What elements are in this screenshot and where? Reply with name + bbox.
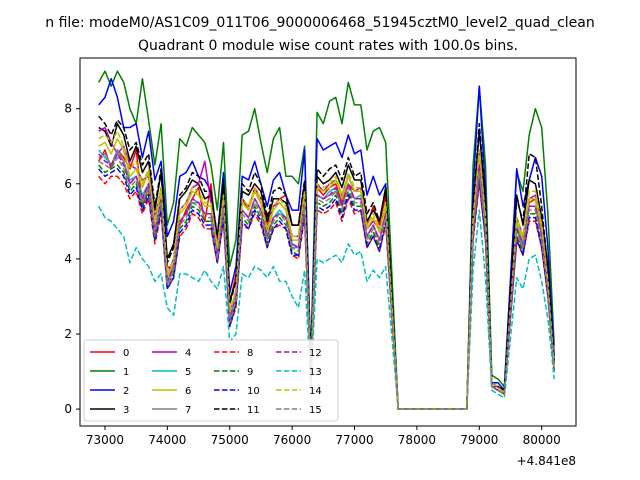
y-axis: 0 2 4 6 8: [64, 102, 80, 416]
y-tick-label: 2: [64, 327, 72, 341]
legend-label-12: 12: [309, 348, 322, 359]
series-line-12: [98, 153, 555, 410]
legend-label-4: 4: [185, 348, 191, 359]
x-tick-label: 78000: [398, 433, 436, 447]
x-axis-offset-label: +4.841e8: [517, 454, 576, 468]
series-line-14: [98, 130, 555, 410]
plot-area: 73000 74000 75000 76000 77000 78000 79000 80000…: [64, 57, 577, 447]
legend-label-13: 13: [309, 367, 322, 378]
x-tick-label: 80000: [523, 433, 561, 447]
series-line-3: [98, 122, 555, 410]
legend-label-15: 15: [309, 405, 322, 416]
x-tick-label: 76000: [273, 433, 311, 447]
series-line-11: [98, 115, 555, 410]
y-tick-label: 4: [64, 252, 72, 266]
x-tick-label: 73000: [86, 433, 124, 447]
chart-title: Quadrant 0 module wise count rates with …: [138, 38, 518, 54]
series-line-15: [98, 156, 555, 410]
x-axis: 73000 74000 75000 76000 77000 78000 79000 80000: [86, 426, 561, 447]
series-layer: [98, 70, 555, 410]
legend-label-6: 6: [185, 386, 191, 397]
figure-suptitle: n file: modeM0/AS1C09_011T06_9000006468_…: [45, 15, 594, 31]
x-tick-label: 77000: [335, 433, 373, 447]
legend-label-0: 0: [123, 348, 129, 359]
legend-label-11: 11: [247, 405, 260, 416]
legend-label-8: 8: [247, 348, 253, 359]
legend-label-5: 5: [185, 367, 191, 378]
y-tick-label: 8: [64, 102, 72, 116]
legend-label-3: 3: [123, 405, 129, 416]
x-tick-label: 75000: [211, 433, 249, 447]
plot-frame: [79, 57, 577, 427]
y-tick-label: 6: [64, 177, 72, 191]
y-tick-label: 0: [64, 402, 72, 416]
x-tick-label: 74000: [148, 433, 186, 447]
legend-label-7: 7: [185, 405, 191, 416]
legend-label-1: 1: [123, 367, 129, 378]
legend-label-2: 2: [123, 386, 129, 397]
series-line-1: [98, 70, 555, 410]
legend-label-14: 14: [309, 386, 322, 397]
legend-box: [83, 339, 339, 422]
legend-label-10: 10: [247, 386, 260, 397]
x-tick-label: 79000: [460, 433, 498, 447]
legend-label-9: 9: [247, 367, 253, 378]
series-line-13: [98, 205, 555, 410]
